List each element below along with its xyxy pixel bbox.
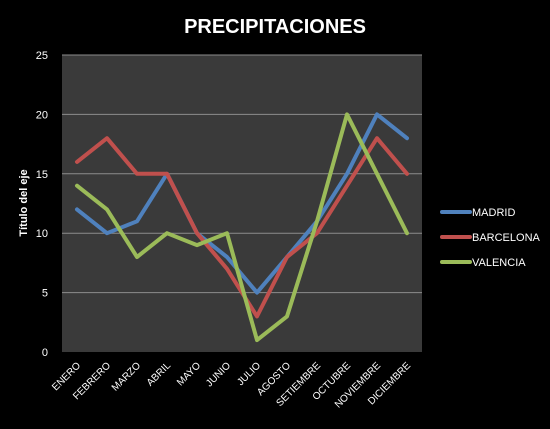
y-tick-label: 5 xyxy=(42,288,48,300)
y-tick-label: 15 xyxy=(36,169,48,181)
legend: MADRID BARCELONA VALENCIA xyxy=(440,207,541,269)
y-axis-ticks: 0 5 10 15 20 25 xyxy=(36,50,48,359)
series-line-madrid xyxy=(75,112,409,295)
series-line-valencia xyxy=(75,112,409,343)
legend-label: MADRID xyxy=(472,207,515,219)
y-tick-label: 20 xyxy=(36,109,48,121)
y-tick-label: 0 xyxy=(42,347,48,359)
y-axis-title: Título del eje xyxy=(18,169,30,236)
x-tick-label: ABRIL xyxy=(145,360,174,389)
y-tick-label: 10 xyxy=(36,228,48,240)
legend-label: VALENCIA xyxy=(472,257,526,269)
chart-title: PRECIPITACIONES xyxy=(184,16,366,38)
legend-label: BARCELONA xyxy=(472,232,541,244)
plot-area xyxy=(62,55,422,352)
series-lines xyxy=(75,112,409,343)
x-tick-label: JUNIO xyxy=(204,360,233,389)
x-tick-label: MARZO xyxy=(110,360,143,393)
x-tick-label: MAYO xyxy=(175,360,203,388)
x-tick-label: JULIO xyxy=(235,360,263,388)
y-tick-label: 25 xyxy=(36,50,48,62)
